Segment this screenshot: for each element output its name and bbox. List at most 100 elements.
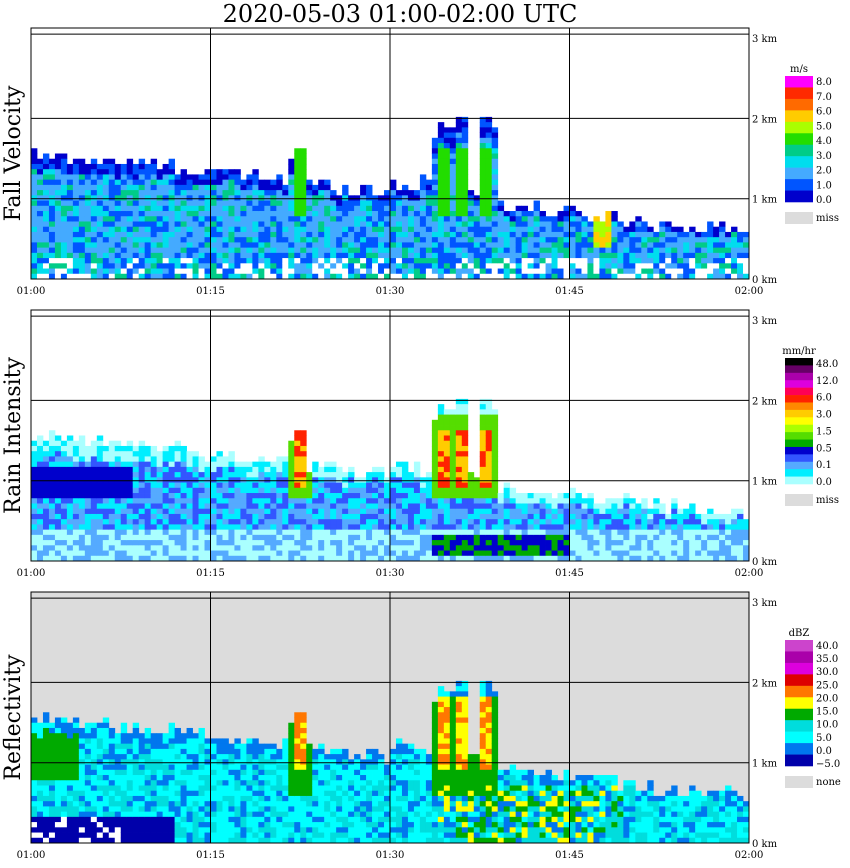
colorbar-swatch	[785, 409, 813, 418]
y-tick-label: 3 km	[752, 316, 778, 327]
colorbar-label: 12.0	[816, 376, 838, 387]
plot-frame	[30, 27, 750, 280]
colorbar-swatch	[785, 446, 813, 455]
y-tick-label: 3 km	[752, 34, 778, 45]
colorbar-label: 2.0	[816, 166, 832, 177]
y-tick-label: 1 km	[752, 477, 778, 488]
colorbar-swatch	[785, 156, 813, 168]
gridlines	[31, 592, 749, 843]
colorbar-label: 35.0	[816, 654, 838, 665]
colorbar-swatch	[785, 380, 813, 388]
colorbar-swatch	[785, 469, 813, 477]
colorbar-swatch	[785, 432, 813, 440]
chart-title: 2020-05-03 01:00-02:00 UTC	[222, 0, 578, 28]
colorbar-label: 20.0	[816, 693, 838, 704]
x-tick-label: 01:15	[196, 286, 225, 297]
rain-intensity-panel: 01:00 01:15 01:30 01:45 02:000 km 1 km 2 km 3 k…	[1, 309, 839, 579]
colorbar-label: 0.0	[816, 195, 832, 206]
colorbar-swatch	[785, 674, 813, 687]
colorbar-label: 6.0	[816, 393, 832, 404]
colorbar-swatch	[785, 697, 813, 710]
missing-label: miss	[816, 213, 839, 224]
colorbar-label: 4.0	[816, 136, 832, 147]
y-axis-label: Fall Velocity	[1, 85, 26, 221]
colorbar-swatch	[785, 720, 813, 732]
x-tick-label: 02:00	[735, 286, 764, 297]
y-tick-label: 1 km	[752, 195, 778, 206]
x-tick-label: 01:00	[17, 568, 46, 579]
colorbar-label: 1.0	[816, 180, 832, 191]
colorbar-label: 3.0	[816, 151, 832, 162]
colorbar-swatch	[785, 402, 813, 411]
colorbar-label: 10.0	[816, 720, 838, 731]
colorbar-swatch	[785, 98, 813, 111]
x-tick-label: 01:15	[196, 568, 225, 579]
colorbar-swatch	[785, 121, 813, 134]
plot-frame	[30, 591, 750, 844]
colorbar-unit: mm/hr	[782, 346, 816, 357]
x-tick-label: 01:45	[555, 286, 584, 297]
colorbar-label: 0.1	[816, 460, 832, 471]
y-tick-label: 3 km	[752, 598, 778, 609]
missing-label: miss	[816, 495, 839, 506]
colorbar-swatch	[785, 708, 813, 721]
y-tick-label: 0 km	[752, 557, 778, 568]
colorbar-label: 0.0	[816, 477, 832, 488]
colorbar-swatch	[785, 662, 813, 675]
colorbar-swatch	[785, 144, 813, 157]
data-field	[31, 116, 750, 280]
colorbar-label: 3.0	[816, 410, 832, 421]
colorbar-label: 40.0	[816, 641, 838, 652]
y-tick-label: 2 km	[752, 396, 778, 407]
colorbar-swatch	[785, 651, 813, 664]
colorbar-swatch	[785, 76, 813, 88]
colorbar-swatch	[785, 110, 813, 123]
colorbar-label: 8.0	[816, 77, 832, 88]
colorbar-swatch	[785, 190, 813, 203]
missing-swatch	[785, 494, 813, 506]
reflectivity-panel: 01:00 01:15 01:30 01:45 02:000 km 1 km 2 km 3 k…	[1, 591, 841, 861]
y-tick-label: 0 km	[752, 275, 778, 286]
colorbar-swatch	[785, 461, 813, 470]
x-tick-label: 01:00	[17, 850, 46, 861]
missing-label: none	[816, 777, 841, 788]
colorbar-swatch	[785, 387, 813, 396]
colorbar-swatch	[785, 179, 813, 191]
colorbar-label: 6.0	[816, 107, 832, 118]
x-tick-label: 01:30	[376, 850, 405, 861]
colorbar-swatch	[785, 365, 813, 374]
colorbar-swatch	[785, 685, 813, 698]
colorbar-swatch	[785, 640, 813, 652]
colorbar-swatch	[785, 731, 813, 744]
colorbar-swatch	[785, 87, 813, 100]
colorbar-label: 5.0	[816, 121, 832, 132]
colorbar-swatch	[785, 439, 813, 448]
x-tick-label: 02:00	[735, 568, 764, 579]
y-tick-label: 0 km	[752, 839, 778, 850]
y-tick-label: 2 km	[752, 678, 778, 689]
missing-swatch	[785, 776, 813, 788]
colorbar-label: 25.0	[816, 680, 838, 691]
colorbar-label: 15.0	[816, 707, 838, 718]
y-axis-label: Reflectivity	[1, 654, 26, 781]
colorbar-label: 0.5	[816, 443, 832, 454]
colorbar-swatch	[785, 476, 813, 485]
colorbar-unit: m/s	[790, 64, 808, 75]
x-tick-label: 01:45	[555, 850, 584, 861]
colorbar-swatch	[785, 372, 813, 381]
y-axis-label: Rain Intensity	[1, 356, 26, 513]
gridlines	[31, 310, 749, 561]
x-tick-label: 01:00	[17, 286, 46, 297]
colorbar-label: 5.0	[816, 733, 832, 744]
data-field	[31, 680, 750, 844]
colorbar-swatch	[785, 424, 813, 433]
x-tick-label: 01:45	[555, 568, 584, 579]
colorbar-label: 0.0	[816, 746, 832, 757]
fall-velocity-panel: 01:00 01:15 01:30 01:45 02:000 km 1 km 2 km 3 k…	[1, 27, 839, 297]
colorbar-swatch	[785, 417, 813, 426]
gridlines	[31, 28, 749, 279]
plot-frame	[30, 309, 750, 562]
colorbar-swatch	[785, 167, 813, 180]
colorbar-swatch	[785, 454, 813, 463]
colorbar-unit: dBZ	[789, 628, 810, 639]
